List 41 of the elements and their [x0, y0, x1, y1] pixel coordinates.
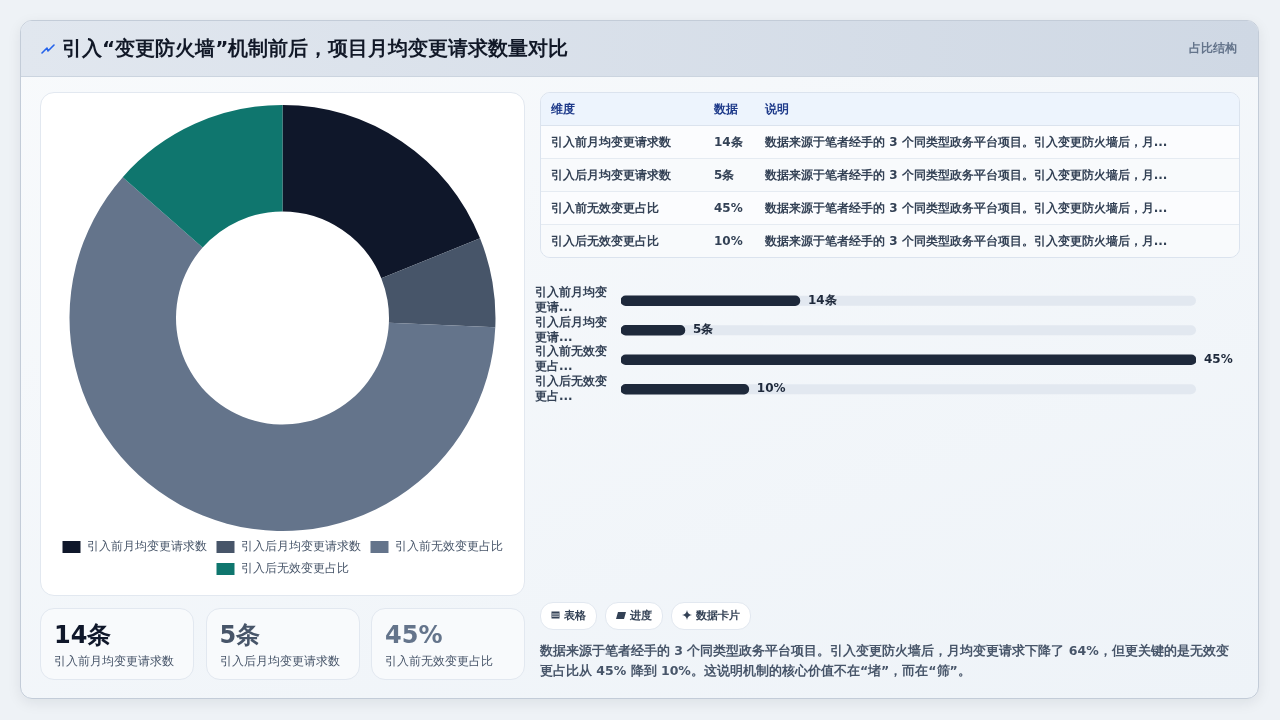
- legend-label: 引入前月均变更请求数: [86, 539, 207, 554]
- y-tick-label: 引入后月均变更请...: [535, 314, 607, 344]
- category-label: 进度: [630, 609, 652, 622]
- y-tick-label: 引入后无效变更占...: [535, 373, 607, 403]
- y-tick-label: 引入前无效变更占...: [535, 344, 607, 374]
- category-label: 表格: [564, 609, 586, 622]
- legend-label: 引入后月均变更请求数: [240, 539, 361, 554]
- legend-label: 引入后无效变更占比: [240, 561, 349, 576]
- text: 数据来源于笔者经手的 3 个同类型政务平台项目。引入变更防火墙后，月...: [765, 134, 1168, 149]
- text: 引入后月均变更请求数: [551, 167, 671, 182]
- text: 数据来源于笔者经手的 3 个同类型政务平台项目。引入变更防火墙后，月...: [765, 233, 1168, 248]
- text: 引入后无效变更占比: [551, 233, 659, 248]
- data-label: 45%: [385, 621, 443, 649]
- text: 14条: [714, 134, 743, 149]
- text: 数据来源于笔者经手的 3 个同类型政务平台项目。引入变更防火墙后，月...: [765, 200, 1168, 215]
- bar: [621, 383, 750, 395]
- text: 引入前月均变更请求数: [551, 134, 671, 149]
- text: 5条: [714, 167, 735, 182]
- text: 45%: [714, 201, 743, 215]
- category-label: 引入后月均变更请求数: [219, 653, 340, 669]
- bar: [621, 324, 686, 336]
- data-label: 10%: [756, 381, 786, 396]
- text: 10%: [714, 234, 743, 248]
- data-label: 5条: [219, 621, 261, 649]
- text: 引入“变更防火墙”机制前后，项目月均变更请求数量对比: [62, 36, 569, 60]
- y-tick-label: 引入前月均变更请...: [535, 285, 607, 315]
- data-label: 45%: [1204, 351, 1233, 366]
- category-label: 说明: [755, 93, 1239, 126]
- category-label: 数据卡片: [696, 609, 740, 622]
- data-label: 14条: [54, 621, 112, 649]
- text: 引入前无效变更占比: [551, 200, 659, 215]
- data-label: 5条: [692, 322, 714, 337]
- text: 数据来源于笔者经手的 3 个同类型政务平台项目。引入变更防火墙后，月均变更请求下降了 64%，但更关键的是无效变更占比从 45% 降到 10%。这说明机制的核心价值不在“堵”，而在“筛”。: [540, 642, 1230, 680]
- text: 占比结构: [1189, 40, 1237, 56]
- category-label: 引入前无效变更占比: [385, 653, 493, 669]
- data-label: 14条: [807, 292, 837, 307]
- legend-label: 引入前无效变更占比: [394, 539, 503, 554]
- category-label: 维度: [541, 93, 704, 126]
- category-label: 引入前月均变更请求数: [54, 653, 174, 669]
- text: 数据来源于笔者经手的 3 个同类型政务平台项目。引入变更防火墙后，月...: [765, 167, 1168, 182]
- category-label: 数据: [704, 93, 755, 126]
